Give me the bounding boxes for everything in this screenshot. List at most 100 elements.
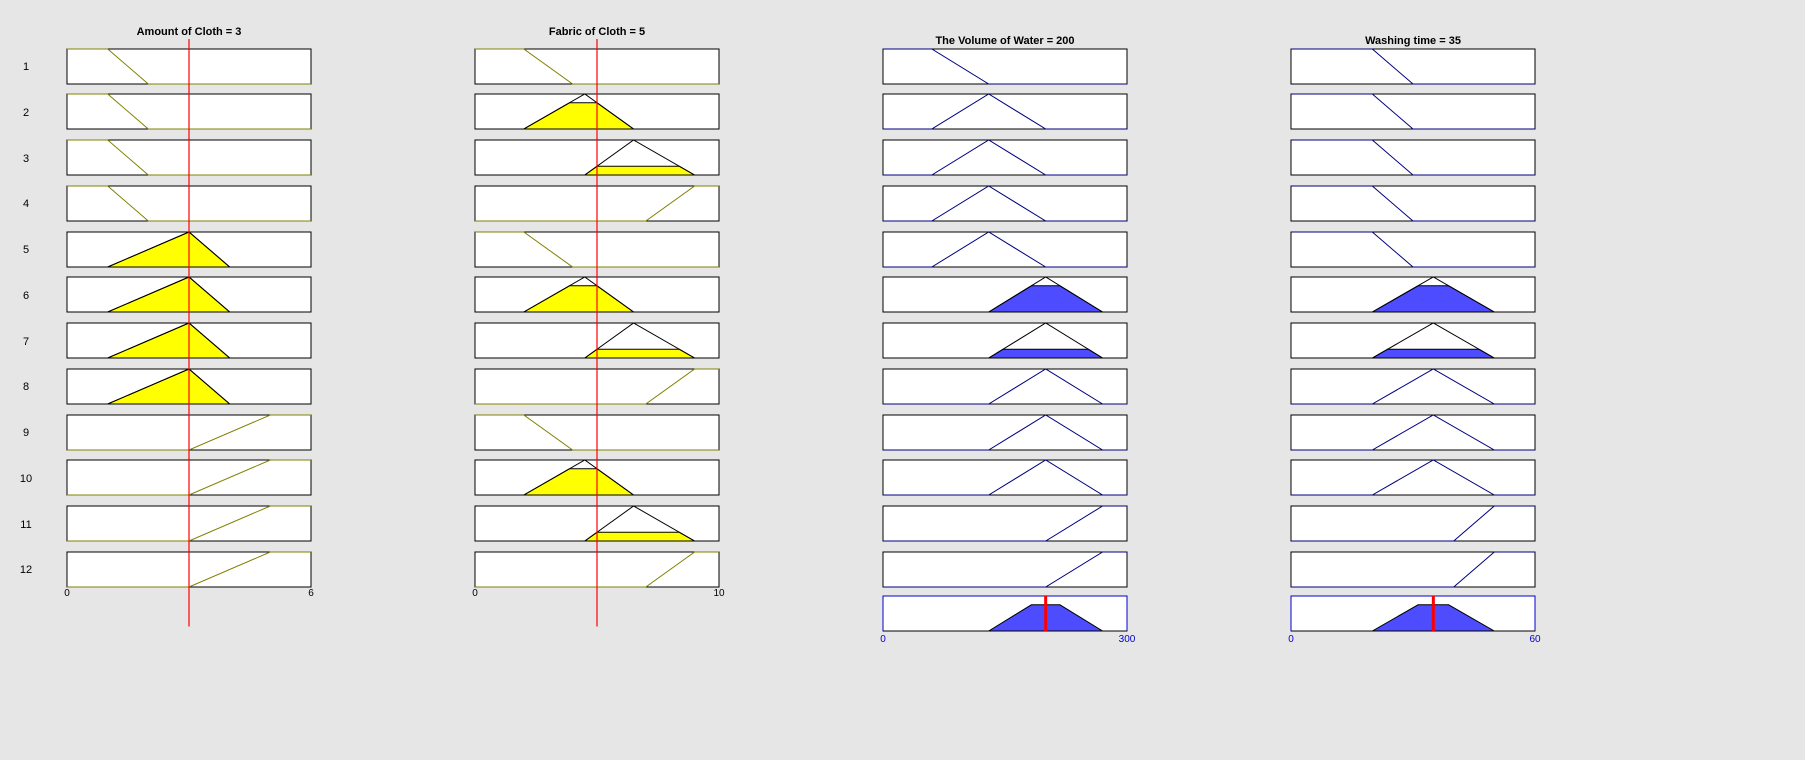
output-mf-plot[interactable] xyxy=(882,368,1128,405)
output-mf-plot[interactable] xyxy=(882,48,1128,85)
output-mf-plot[interactable] xyxy=(1290,276,1536,313)
membership-function-curve xyxy=(67,551,311,588)
axis-tick-label: 300 xyxy=(1118,634,1136,645)
membership-function-curve xyxy=(475,505,719,542)
membership-function-curve xyxy=(67,139,311,176)
output-mf-plot[interactable] xyxy=(1290,139,1536,176)
membership-function-curve xyxy=(1291,413,1535,450)
membership-function-curve xyxy=(67,185,311,222)
output-mf-plot[interactable] xyxy=(1290,93,1536,130)
membership-function-curve xyxy=(1291,368,1535,405)
output-mf-plot[interactable] xyxy=(882,93,1128,130)
rule-number-label: 4 xyxy=(22,198,30,211)
output-mf-plot[interactable] xyxy=(882,505,1128,542)
output-mf-plot[interactable] xyxy=(1290,231,1536,268)
membership-function-curve xyxy=(475,368,719,405)
rule-number-label: 5 xyxy=(22,244,30,256)
plot-frame xyxy=(882,414,1128,450)
membership-function-curve xyxy=(883,276,1127,313)
aggregated-output-region xyxy=(883,604,1127,632)
plot-frame xyxy=(882,505,1128,542)
plot-frame xyxy=(882,231,1128,267)
membership-function-curve xyxy=(1291,48,1535,84)
membership-function-curve xyxy=(883,505,1127,542)
plot-frame xyxy=(882,551,1128,588)
membership-function-curve xyxy=(883,93,1127,130)
membership-function-curve xyxy=(67,505,311,542)
plot-frame xyxy=(1290,414,1536,450)
membership-function-curve xyxy=(1291,322,1535,359)
membership-function-curve xyxy=(883,139,1127,176)
membership-function-curve xyxy=(475,459,719,496)
output-mf-plot[interactable] xyxy=(1290,505,1536,542)
rule-number-label: 6 xyxy=(22,289,30,302)
rule-number-label: 12 xyxy=(19,564,33,577)
output-mf-plot[interactable] xyxy=(1290,322,1536,359)
membership-function-curve xyxy=(883,459,1127,496)
plot-frame xyxy=(1290,93,1536,130)
membership-function-curve xyxy=(883,185,1127,222)
aggregated-output-region xyxy=(1291,604,1535,632)
output-mf-plot[interactable] xyxy=(1290,48,1536,85)
membership-function-curve xyxy=(1291,231,1535,267)
membership-function-curve xyxy=(67,93,311,130)
output-mf-plot[interactable] xyxy=(1290,413,1536,451)
aggregated-output-plot[interactable] xyxy=(882,595,1128,632)
output-mf-plot[interactable] xyxy=(882,551,1128,588)
membership-function-curve xyxy=(883,230,1127,267)
rule-number-label: 2 xyxy=(22,106,30,119)
plot-frame xyxy=(882,48,1128,84)
rule-number-label: 9 xyxy=(22,427,30,439)
axis-tick-label: 10 xyxy=(713,588,725,599)
membership-function-curve xyxy=(475,322,719,359)
output-mf-plot[interactable] xyxy=(882,276,1128,313)
output-mf-plot[interactable] xyxy=(1290,185,1536,222)
output-mf-plot[interactable] xyxy=(882,230,1128,268)
plot-frame xyxy=(1290,185,1536,222)
plot-frame xyxy=(1290,48,1536,84)
rule-number-label: 7 xyxy=(22,335,30,348)
rule-number-label: 11 xyxy=(20,518,32,531)
plot-frame xyxy=(882,459,1128,496)
plot-frame xyxy=(1290,139,1536,176)
output-mf-plot[interactable] xyxy=(882,413,1128,451)
output-mf-plot[interactable] xyxy=(882,139,1128,176)
rule-number-label: 8 xyxy=(22,381,30,394)
variable-title: The Volume of Water = 200 xyxy=(935,35,1075,47)
membership-function-curve xyxy=(475,414,719,450)
membership-function-curve xyxy=(475,48,719,84)
plot-frame xyxy=(882,93,1128,130)
membership-function-curve xyxy=(475,551,719,588)
output-mf-plot[interactable] xyxy=(882,322,1128,359)
membership-function-curve xyxy=(883,551,1127,588)
membership-function-curve xyxy=(1291,276,1535,313)
plot-frame xyxy=(1290,459,1536,496)
membership-function-curve xyxy=(1291,551,1535,588)
membership-function-curve xyxy=(883,368,1127,405)
variable-title: Fabric of Cloth = 5 xyxy=(548,26,646,38)
rule-number-label: 3 xyxy=(22,152,30,165)
membership-function-curve xyxy=(67,48,311,84)
membership-function-curve xyxy=(475,185,719,222)
membership-function-curve xyxy=(475,231,719,267)
variable-title: Amount of Cloth = 3 xyxy=(136,26,242,38)
plot-frame xyxy=(1290,505,1536,542)
output-mf-plot[interactable] xyxy=(882,185,1128,222)
membership-function-curve xyxy=(883,48,1127,84)
output-mf-plot[interactable] xyxy=(1290,368,1536,405)
output-mf-plot[interactable] xyxy=(1290,459,1536,496)
output-mf-plot[interactable] xyxy=(882,459,1128,496)
output-mf-plot[interactable] xyxy=(1290,551,1536,588)
membership-function-curve xyxy=(475,139,719,176)
axis-tick-label: 0 xyxy=(1288,634,1294,645)
aggregated-output-plot[interactable] xyxy=(1290,595,1536,632)
axis-tick-label: 0 xyxy=(64,588,70,599)
input-value-marker[interactable] xyxy=(187,38,191,627)
membership-function-curve xyxy=(1291,459,1535,496)
membership-function-curve xyxy=(883,322,1127,359)
input-value-marker[interactable] xyxy=(595,38,599,627)
axis-tick-label: 60 xyxy=(1529,634,1541,645)
plot-frame xyxy=(1290,231,1536,267)
membership-function-curve xyxy=(1291,185,1535,222)
plot-frame xyxy=(1290,551,1536,588)
